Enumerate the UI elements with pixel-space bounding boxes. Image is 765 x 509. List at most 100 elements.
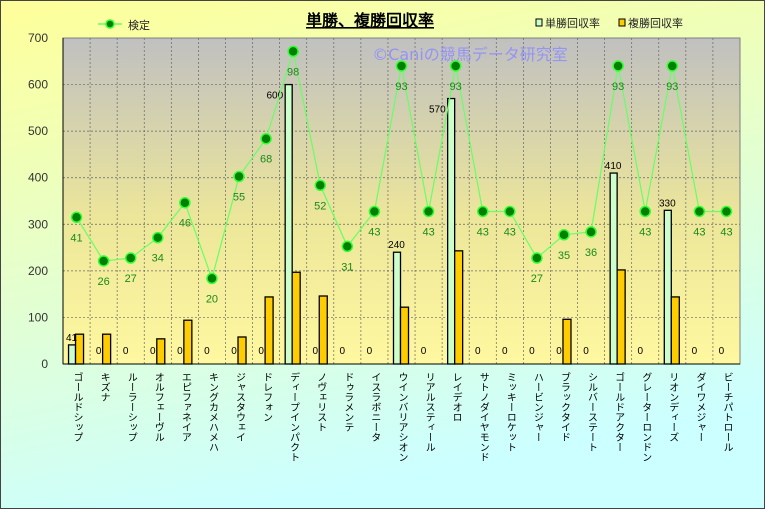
- data-label-tansho: 0: [475, 346, 481, 357]
- bar-fukusho: [237, 336, 247, 365]
- bar-fukusho: [670, 296, 680, 365]
- data-label-tansho: 0: [421, 346, 427, 357]
- data-label-kentei: 43: [720, 226, 732, 238]
- watermark: ©Caniの競馬データ研究室: [372, 45, 568, 64]
- bar-tansho: [447, 97, 456, 365]
- bar-fukusho: [399, 306, 410, 365]
- data-label-tansho: 410: [605, 161, 622, 172]
- data-label-tansho: 0: [123, 346, 129, 357]
- line-marker: [720, 205, 733, 218]
- data-label-kentei: 43: [504, 226, 516, 238]
- data-label-kentei: 43: [368, 226, 380, 238]
- data-label-tansho: 0: [367, 346, 373, 357]
- x-tick-label: キングカメハメハ: [206, 372, 218, 452]
- data-label-tansho: 0: [96, 346, 102, 357]
- line-marker: [341, 240, 354, 253]
- data-label-kentei: 34: [152, 253, 164, 265]
- line-marker: [585, 226, 597, 238]
- x-tick-label: リアルスティール: [423, 372, 435, 452]
- x-tick-label: ディープインパクト: [288, 371, 300, 462]
- bar-tansho: [663, 209, 672, 365]
- data-label-tansho: 0: [258, 346, 264, 357]
- y-axis: 0 100 200 300 400 500 600 700: [28, 31, 48, 371]
- line-marker: [422, 205, 435, 218]
- line-marker: [693, 205, 706, 218]
- x-tick-label: ビーチパトロール: [721, 372, 733, 452]
- data-label-tansho: 0: [529, 346, 535, 357]
- x-tick-label: ドゥラメンテ: [342, 372, 353, 432]
- line-marker: [476, 205, 489, 218]
- bar-fukusho: [101, 333, 112, 365]
- data-label-tansho: 600: [266, 91, 283, 102]
- x-tick-label: ブラックタイド: [558, 371, 570, 442]
- data-label-tansho: 41: [66, 333, 78, 344]
- data-label-tansho: 0: [692, 346, 698, 357]
- bar-tansho: [67, 344, 77, 365]
- line-marker: [152, 231, 164, 244]
- x-tick-label: サトノダイヤモンド: [477, 372, 489, 462]
- bar-fukusho: [291, 271, 301, 365]
- y-tick-label: 700: [28, 31, 48, 45]
- legend-label-tansho: 単勝回収率: [545, 16, 600, 30]
- bar-fukusho: [562, 318, 572, 365]
- data-label-kentei: 41: [70, 232, 82, 244]
- legend-label-fukusho: 複勝回収率: [628, 16, 683, 30]
- bar-fukusho: [616, 269, 626, 365]
- data-label-kentei: 43: [693, 226, 705, 238]
- data-label-kentei: 52: [314, 200, 326, 212]
- legend-line: 検定: [98, 18, 150, 32]
- x-tick-label: ゴールドシップ: [71, 371, 83, 442]
- data-label-kentei: 43: [477, 226, 489, 238]
- x-axis: ゴールドシップ キズナ ルーラーシップ オルフェーヴル エピファネイア キングカメハメハ ジ…: [71, 371, 733, 462]
- x-tick-label: グレーターロンドン: [640, 372, 652, 462]
- data-label-tansho: 0: [340, 346, 346, 357]
- data-label-tansho: 0: [556, 346, 562, 357]
- y-tick-label: 200: [28, 264, 48, 278]
- data-label-tansho: 330: [659, 198, 676, 209]
- data-label-kentei: 93: [450, 81, 462, 93]
- data-label-tansho: 0: [312, 346, 318, 357]
- data-label-kentei: 46: [179, 218, 191, 230]
- legend-bars: 単勝回収率 複勝回収率: [535, 16, 683, 30]
- line-marker: [233, 170, 245, 183]
- x-tick-label: シルバーステート: [586, 372, 598, 452]
- gridlines: [63, 38, 740, 364]
- x-tick-label: レイデオロ: [450, 372, 462, 422]
- x-tick-label: ウインバリアシオン: [396, 372, 408, 462]
- x-tick-label: ジャスタウェイ: [234, 372, 246, 442]
- legend-swatch-tansho: [535, 18, 543, 27]
- bar-fukusho: [318, 295, 328, 365]
- y-tick-label: 600: [28, 78, 48, 92]
- data-label-tansho: 0: [150, 346, 156, 357]
- data-label-kentei: 20: [206, 293, 218, 305]
- data-label-tansho: 0: [231, 346, 237, 357]
- line-marker: [70, 211, 83, 224]
- data-label-kentei: 93: [395, 81, 407, 93]
- line-series: 41 26 27 34 46 20 55 68 98 52 31 43 93 43 93 43 43 27 35 36…: [70, 45, 733, 305]
- bar-fukusho: [454, 250, 464, 365]
- line-marker: [504, 205, 516, 218]
- data-label-kentei: 93: [612, 81, 624, 93]
- bar-tansho: [392, 251, 402, 365]
- line-marker: [368, 205, 381, 218]
- x-tick-label: ルーラーシップ: [125, 372, 137, 442]
- data-label-tansho: 570: [429, 105, 446, 116]
- line-marker: [179, 196, 191, 209]
- data-label-tansho: 0: [204, 346, 210, 357]
- line-marker: [395, 60, 408, 72]
- y-tick-label: 500: [28, 124, 48, 138]
- legend-swatch-fukusho: [618, 18, 626, 27]
- data-label-kentei: 35: [558, 250, 570, 262]
- data-label-kentei: 68: [260, 154, 272, 166]
- data-label-tansho: 0: [177, 346, 183, 357]
- x-tick-label: キズナ: [98, 372, 110, 402]
- data-label-tansho: 0: [637, 346, 643, 357]
- y-tick-label: 0: [41, 357, 48, 371]
- data-label-tansho: 0: [583, 346, 589, 357]
- x-tick-label: ミッキーロケット: [504, 372, 516, 452]
- x-tick-label: イスラボニータ: [369, 372, 381, 442]
- line-marker: [314, 179, 327, 192]
- x-tick-label: ダイワメジャー: [694, 372, 706, 442]
